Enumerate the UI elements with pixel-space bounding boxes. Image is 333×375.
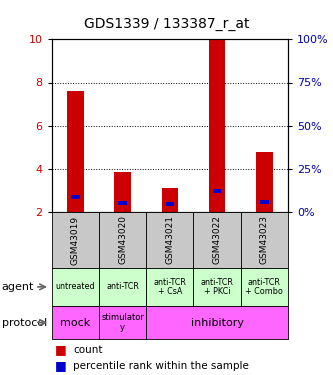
Text: inhibitory: inhibitory	[190, 318, 244, 327]
Text: anti-TCR
+ PKCi: anti-TCR + PKCi	[201, 278, 233, 296]
Text: GDS1339 / 133387_r_at: GDS1339 / 133387_r_at	[84, 17, 249, 31]
Bar	[260, 200, 269, 204]
Bar	[213, 189, 221, 194]
Text: anti-TCR
+ Combo: anti-TCR + Combo	[245, 278, 283, 296]
Bar	[118, 201, 127, 205]
Bar	[67, 91, 84, 212]
Text: percentile rank within the sample: percentile rank within the sample	[73, 361, 249, 370]
Text: anti-TCR: anti-TCR	[106, 282, 139, 291]
Text: agent: agent	[2, 282, 34, 292]
Text: count: count	[73, 345, 103, 355]
Text: anti-TCR
+ CsA: anti-TCR + CsA	[154, 278, 186, 296]
Text: GSM43021: GSM43021	[165, 216, 174, 264]
Bar	[166, 202, 174, 206]
Bar	[209, 39, 225, 212]
Bar	[256, 152, 273, 212]
Bar	[71, 195, 80, 199]
Text: protocol: protocol	[2, 318, 47, 327]
Text: ■: ■	[55, 344, 67, 356]
Bar	[114, 172, 131, 212]
Text: mock: mock	[60, 318, 90, 327]
Bar	[162, 188, 178, 212]
Text: GSM43019: GSM43019	[71, 215, 80, 265]
Text: GSM43022: GSM43022	[212, 216, 222, 264]
Text: ■: ■	[55, 359, 67, 372]
Text: stimulator
y: stimulator y	[101, 313, 144, 332]
Text: untreated: untreated	[56, 282, 95, 291]
Text: GSM43020: GSM43020	[118, 216, 127, 264]
Text: GSM43023: GSM43023	[260, 216, 269, 264]
